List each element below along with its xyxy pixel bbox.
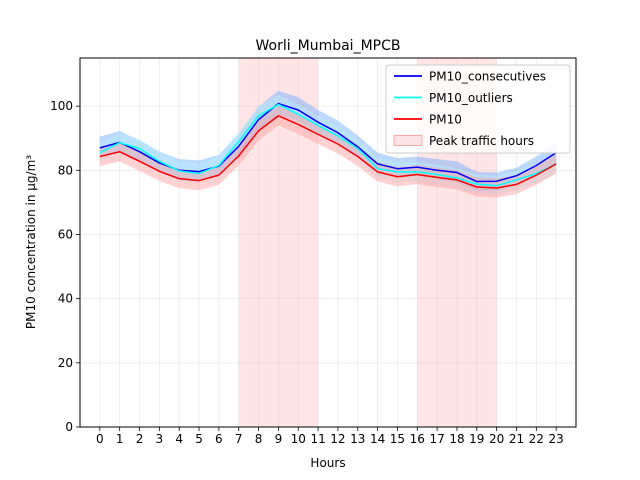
y-tick-label: 20 [58,356,73,370]
x-tick-label: 23 [549,432,564,446]
band-PM10_consecutives [99,90,557,192]
legend-label: Peak traffic hours [429,134,534,148]
x-tick-label: 1 [116,432,124,446]
legend: PM10_consecutives PM10_outliers PM10 Peak t… [385,64,571,154]
series-line-PM10 [99,115,557,189]
series-line-PM10_outliers [99,103,557,187]
x-tick-label: 12 [330,432,345,446]
y-tick-label: 100 [50,99,73,113]
y-tick-label: 80 [58,163,73,177]
x-tick-label: 17 [429,432,444,446]
x-tick-label: 4 [175,432,183,446]
legend-swatch-peak [393,135,423,146]
y-tick-label: 0 [65,420,73,434]
legend-label: PM10 [429,113,462,127]
x-tick-label: 9 [275,432,283,446]
peak-hours-span-0 [238,58,319,427]
axis-ticks: 0 1 2 3 4 5 6 7 8 9 10 11 12 13 14 15 16 17 18 19 20 21 22 2302… [50,99,564,446]
x-tick-label: 20 [489,432,504,446]
y-tick-label: 60 [58,227,73,241]
x-tick-label: 6 [215,432,223,446]
legend-box [385,64,571,154]
y-tick-label: 40 [58,292,73,306]
x-tick-label: 8 [255,432,263,446]
x-tick-label: 15 [390,432,405,446]
x-axis-label: Hours [310,456,345,470]
x-tick-label: 22 [529,432,544,446]
plot-area-frame [79,57,577,428]
x-tick-label: 5 [195,432,203,446]
x-tick-label: 16 [410,432,425,446]
x-tick-label: 10 [291,432,306,446]
series-lines [99,102,557,189]
x-tick-label: 13 [350,432,365,446]
legend-label: PM10_outliers [429,91,513,105]
chart-title: Worli_Mumbai_MPCB [256,38,401,54]
x-tick-label: 19 [469,432,484,446]
x-tick-label: 14 [370,432,385,446]
x-tick-label: 0 [96,432,104,446]
legend-label: PM10_consecutives [429,70,546,84]
x-tick-label: 18 [449,432,464,446]
x-tick-label: 2 [136,432,144,446]
x-tick-label: 21 [509,432,524,446]
x-tick-label: 11 [310,432,325,446]
x-tick-label: 7 [235,432,243,446]
x-tick-label: 3 [156,432,164,446]
y-axis-label: PM10 concentration in µg/m³ [24,155,38,329]
